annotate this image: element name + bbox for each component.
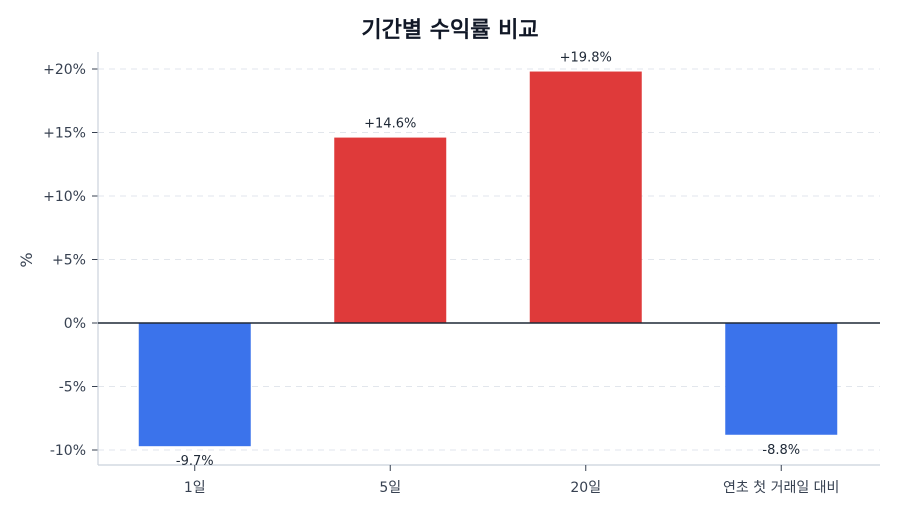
y-tick-label: +15% xyxy=(43,126,86,142)
bar-value-label: -8.8% xyxy=(762,443,800,458)
bar xyxy=(725,323,838,435)
bar xyxy=(334,137,447,323)
y-tick-label: +5% xyxy=(52,253,86,269)
bar xyxy=(138,323,251,447)
x-tick-label: 20일 xyxy=(570,480,601,496)
x-tick-label: 1일 xyxy=(184,480,206,496)
bar-value-label: +19.8% xyxy=(560,51,612,66)
y-tick-label: -5% xyxy=(59,380,86,396)
bar xyxy=(529,71,642,323)
bar-value-label: +14.6% xyxy=(364,117,416,132)
bar-value-label: -9.7% xyxy=(176,454,214,469)
y-axis-label: % xyxy=(17,252,36,267)
y-tick-label: 0% xyxy=(64,316,86,332)
x-tick-label: 연초 첫 거래일 대비 xyxy=(723,480,839,496)
y-tick-label: -10% xyxy=(50,443,86,459)
y-tick-label: +20% xyxy=(43,62,86,78)
chart-title: 기간별 수익률 비교 xyxy=(361,18,539,43)
x-tick-label: 5일 xyxy=(379,480,401,496)
y-tick-label: +10% xyxy=(43,189,86,205)
